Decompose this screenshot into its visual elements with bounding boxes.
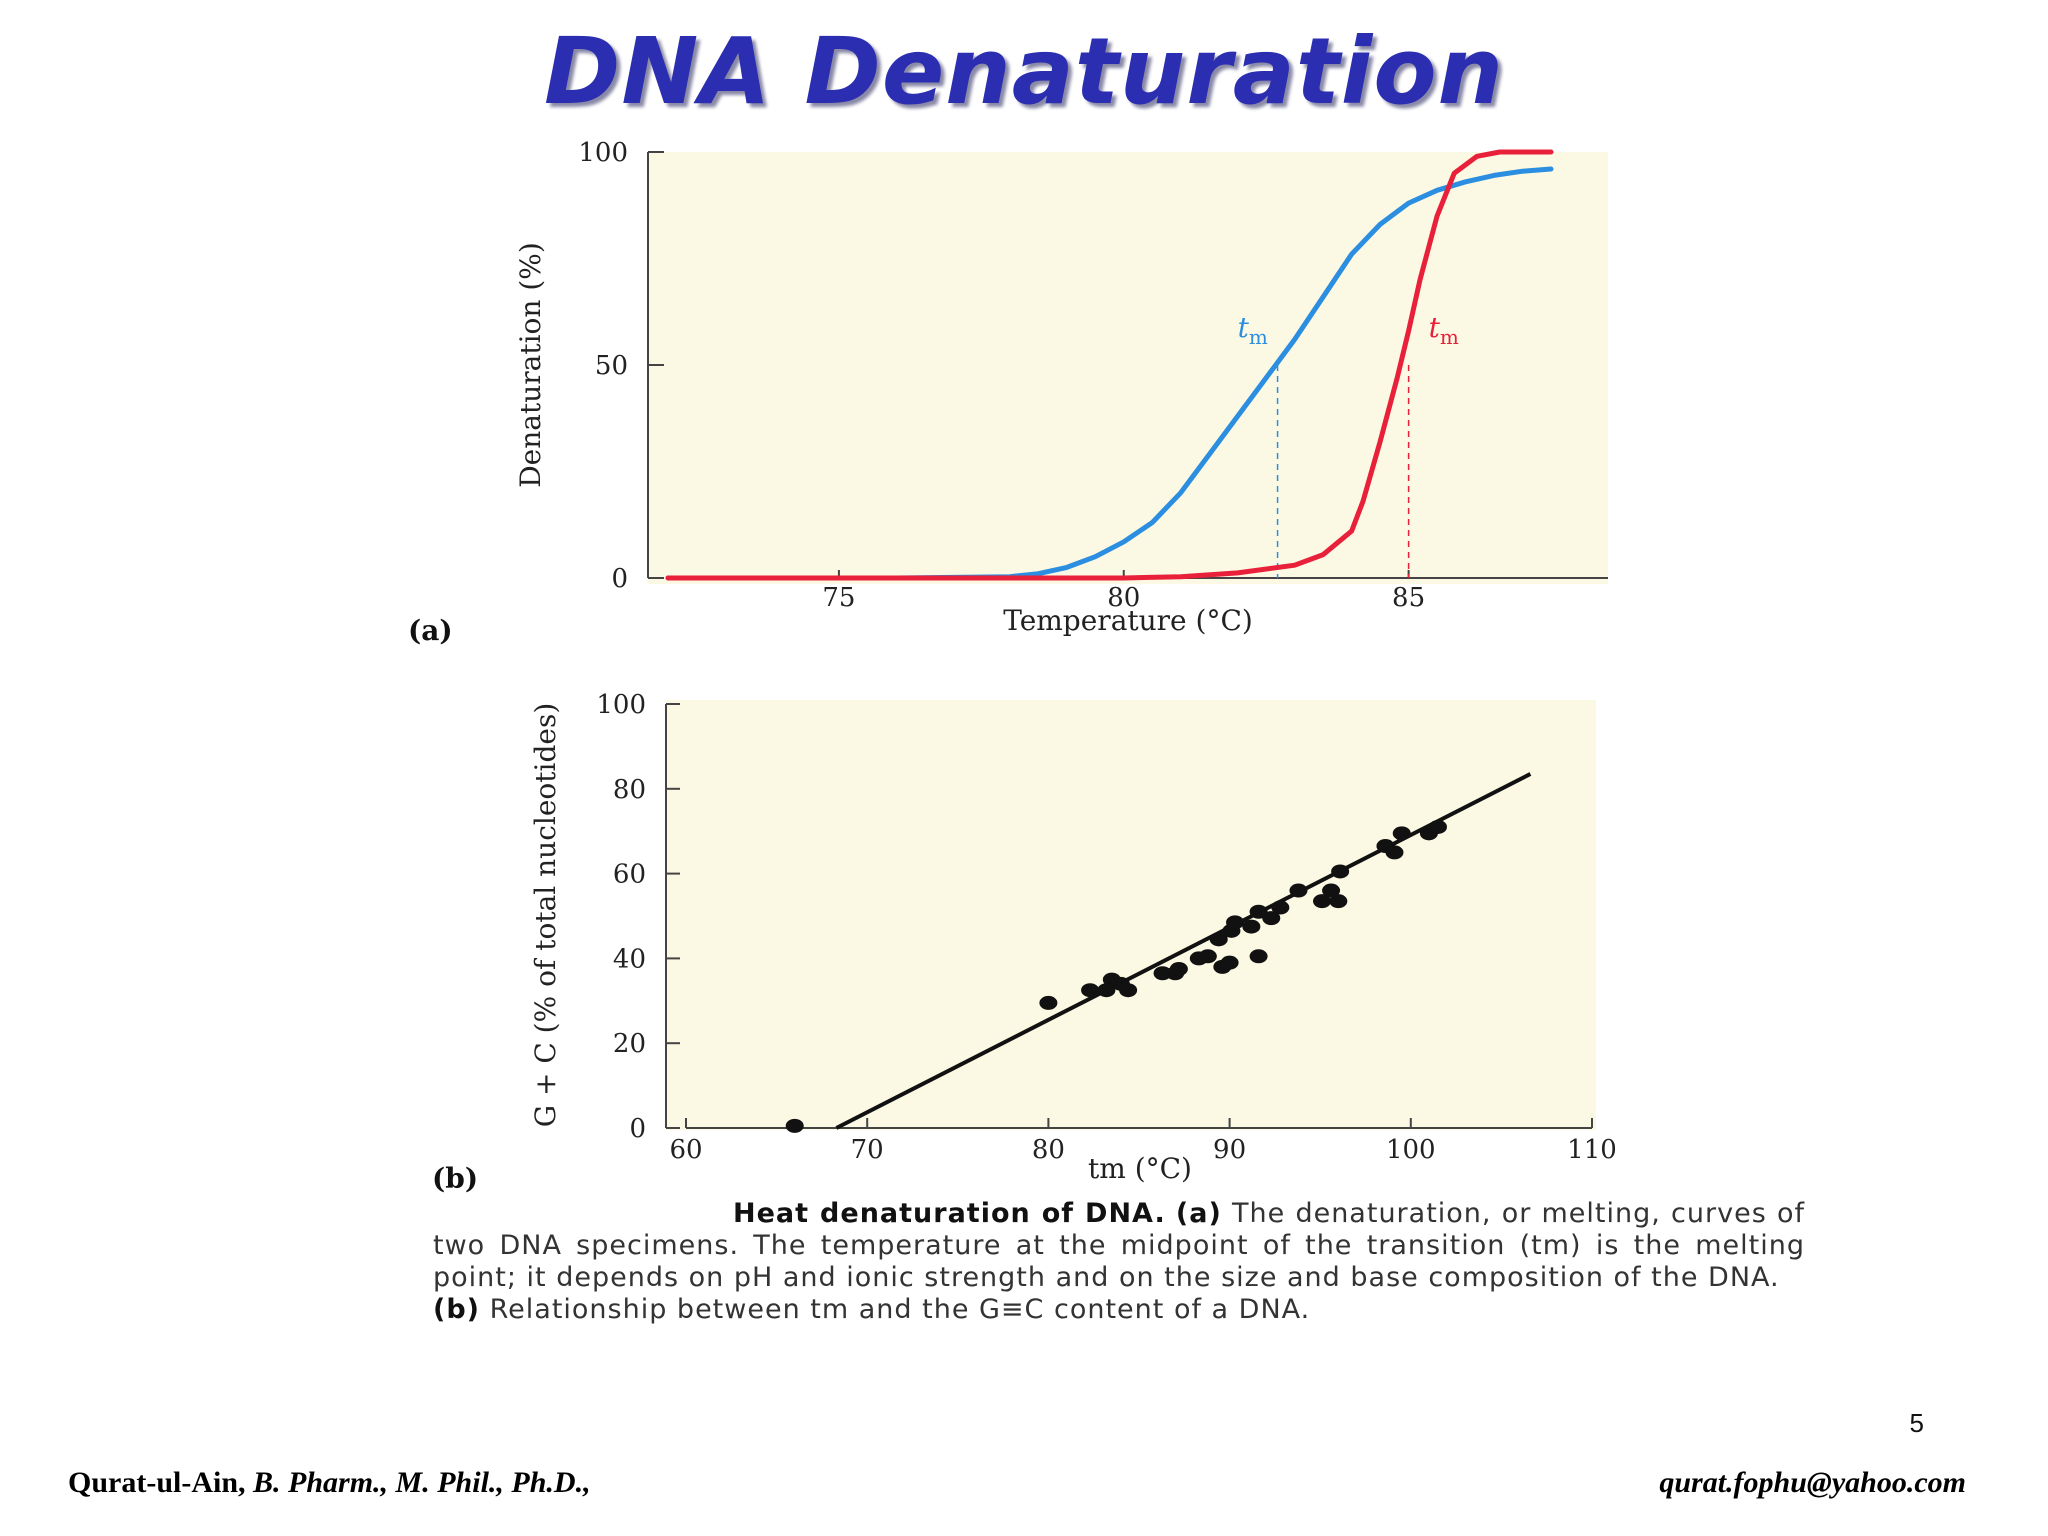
panel-b-data-point: [1331, 864, 1350, 879]
panel-a-y-label: Denaturation (%): [514, 242, 547, 488]
page-number: 5: [1909, 1408, 1924, 1438]
panel-b-data-point: [1289, 883, 1308, 898]
panel-b-x-tick-label: 90: [1213, 1135, 1246, 1165]
slide-title: DNA Denaturation: [543, 18, 1505, 125]
panel-b-data-point: [1262, 911, 1281, 926]
panel-b-data-point: [1329, 894, 1348, 909]
panel-a-label: (a): [408, 614, 453, 647]
panel-b-data-point: [1220, 955, 1239, 970]
panel-b-data-point: [1428, 819, 1447, 834]
panel-b-y-tick-label: 0: [629, 1114, 646, 1144]
panel-b-x-tick-label: 60: [669, 1135, 702, 1165]
footer-degrees: B. Pharm., M. Phil., Ph.D.,: [253, 1466, 591, 1499]
panel-b-x-tick-label: 100: [1386, 1135, 1436, 1165]
panel-b-y-tick-label: 60: [613, 860, 646, 890]
panel-b-data-point: [1153, 966, 1172, 981]
panel-a-ticks: 75 80 85 0 50 100: [578, 138, 1425, 613]
panel-b-data-point: [1385, 845, 1404, 860]
panel-a-y-tick-label: 100: [578, 138, 628, 168]
panel-b-data-point: [1249, 949, 1268, 964]
panel-a-curves: [665, 149, 1554, 581]
panel-b-points: [785, 819, 1447, 1133]
panel-a-curve-2: [665, 149, 1554, 581]
panel-a-background: [648, 152, 1608, 584]
figure-caption: Heat denaturation of DNA. (a) The denatu…: [433, 1198, 1805, 1326]
panel-a-x-tick-label: 75: [822, 583, 855, 613]
panel-b-data-point: [1097, 983, 1116, 998]
panel-b-data-point: [1226, 915, 1245, 930]
panel-a-x-tick-label: 80: [1107, 583, 1140, 613]
panel-b-y-tick-label: 20: [613, 1029, 646, 1059]
panel-b-data-point: [1039, 995, 1058, 1010]
footer-email[interactable]: qurat.fophu@yahoo.com: [1659, 1466, 1966, 1499]
panel-b-data-point: [1209, 932, 1228, 947]
footer-author: Qurat-ul-Ain, B. Pharm., M. Phil., Ph.D.…: [68, 1466, 591, 1500]
panel-b-fit: [835, 772, 1532, 1130]
panel-b-data-point: [1242, 919, 1261, 934]
panel-b-data-point: [1271, 900, 1290, 915]
footer-name: Qurat-ul-Ain,: [68, 1466, 246, 1499]
panel-b-x-tick-label: 110: [1567, 1135, 1617, 1165]
panel-a-x-tick-label: 85: [1392, 583, 1425, 613]
panel-a-y-tick-label: 0: [611, 564, 628, 594]
panel-b-fit-line: [835, 772, 1532, 1130]
panel-b-label: (b): [432, 1162, 478, 1195]
panel-b: 60 70 80 90 100 110 0 20 40 60 80 100 tm (°C) G + C…: [432, 690, 1617, 1195]
panel-b-x-tick-label: 80: [1032, 1135, 1065, 1165]
caption-heading: Heat denaturation of DNA.: [733, 1198, 1166, 1229]
panel-b-y-label: G + C (% of total nucleotides): [529, 703, 562, 1128]
panel-b-y-tick-label: 100: [596, 690, 646, 720]
panel-b-data-point: [1081, 983, 1100, 998]
panel-b-ticks: 60 70 80 90 100 110 0 20 40 60 80 100: [596, 690, 1616, 1165]
caption-part-a-marker: (a): [1175, 1198, 1222, 1229]
panel-b-data-point: [1313, 894, 1332, 909]
panel-b-x-label: tm (°C): [1088, 1152, 1192, 1185]
panel-a-x-label: Temperature (°C): [1003, 604, 1253, 637]
caption-part-a-text: The denaturation, or melting, curves of …: [433, 1198, 1805, 1293]
panel-b-background: [666, 700, 1596, 1130]
panel-b-data-point: [1198, 949, 1217, 964]
panel-b-data-point: [1119, 983, 1138, 998]
panel-b-data-point: [1392, 826, 1411, 841]
panel-b-data-point: [1322, 883, 1341, 898]
caption-part-b-text: Relationship between tm and the G≡C cont…: [489, 1294, 1311, 1325]
caption-part-b-marker: (b): [433, 1294, 481, 1325]
panel-b-y-tick-label: 40: [613, 944, 646, 974]
panel-b-y-tick-label: 80: [613, 775, 646, 805]
panel-b-data-point: [785, 1118, 804, 1133]
panel-b-data-point: [1169, 962, 1188, 976]
panel-a-y-tick-label: 50: [595, 351, 628, 381]
panel-b-x-tick-label: 70: [851, 1135, 884, 1165]
